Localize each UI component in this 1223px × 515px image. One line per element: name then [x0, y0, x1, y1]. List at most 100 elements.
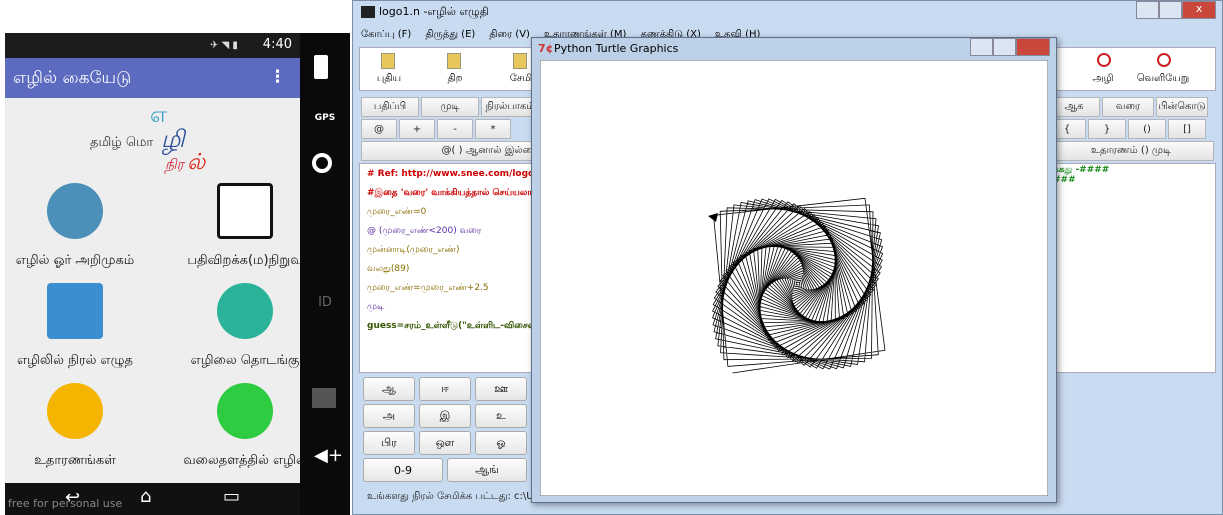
- op-button[interactable]: (): [1128, 119, 1166, 139]
- logo-zhi: ழி: [161, 125, 185, 153]
- op-button[interactable]: }: [1088, 119, 1126, 139]
- app-icon[interactable]: [217, 183, 273, 239]
- app-item-label[interactable]: எழில் ஓர் அறிமுகம்: [15, 253, 135, 268]
- key[interactable]: ஆங்: [447, 458, 527, 482]
- app-item-label[interactable]: எழிலை தொடங்கு: [190, 353, 300, 368]
- gps-label[interactable]: GPS: [314, 113, 336, 123]
- menu-item[interactable]: திரை (V): [489, 29, 530, 40]
- minimize[interactable]: [1136, 1, 1160, 19]
- key[interactable]: இ: [419, 404, 471, 428]
- status-icons: ✈ ◥ ▮: [210, 40, 238, 51]
- turtle-window: 7¢ Python Turtle Graphics: [531, 37, 1057, 503]
- key[interactable]: ஊ: [475, 377, 527, 401]
- tool-label[interactable]: அழி: [1092, 73, 1114, 84]
- menu-item[interactable]: உதாரணங்கள் (M): [543, 29, 627, 40]
- maximize[interactable]: [1159, 1, 1183, 19]
- op-button[interactable]: +: [399, 119, 435, 139]
- key[interactable]: ஈ: [419, 377, 471, 401]
- logo-e: எ: [150, 103, 168, 128]
- window-title: logo1.n -எழில் எழுதி: [379, 5, 489, 18]
- minimize[interactable]: [970, 38, 994, 56]
- op-button[interactable]: []: [1168, 119, 1206, 139]
- battery-icon: [314, 55, 328, 79]
- code-line: க்கது -####: [1053, 165, 1110, 175]
- volume-icon[interactable]: ◀+: [314, 445, 343, 466]
- code-line: முரை_எண்=முரை_எண்+2.5: [367, 283, 489, 293]
- key[interactable]: ஆ: [363, 377, 415, 401]
- key[interactable]: ஔ: [419, 431, 471, 455]
- home-button[interactable]: ⌂: [140, 486, 152, 507]
- maximize[interactable]: [993, 38, 1017, 56]
- op-button[interactable]: உதாரணம் () முடி: [1048, 141, 1214, 161]
- phone-screen: 4:40 ✈ ◥ ▮ எழில் கையேடு ⋮ எ தமிழ் மொ ழி …: [5, 33, 307, 515]
- turtle-title: Python Turtle Graphics: [554, 42, 679, 55]
- op-button[interactable]: @: [361, 119, 397, 139]
- emulator-panel: GPS ID ◀+: [300, 33, 350, 515]
- app-icon[interactable]: [47, 183, 103, 239]
- python-icon: 7¢: [538, 42, 554, 55]
- key[interactable]: பிர: [363, 431, 415, 455]
- app-icon[interactable]: [47, 283, 103, 339]
- tool-label[interactable]: திற: [447, 73, 463, 84]
- app-item-label[interactable]: பதிவிறக்க(ம)நிறுவ: [187, 253, 303, 268]
- tool-icon[interactable]: [513, 53, 527, 69]
- app-title: எழில் கையேடு: [13, 68, 132, 88]
- tool-icon[interactable]: [1157, 53, 1171, 67]
- code-line: முன்னாடி(முரை_எண்): [367, 245, 460, 255]
- tool-icon[interactable]: [447, 53, 461, 69]
- code-line: @ (முரை_எண்<200) வரை: [367, 226, 482, 236]
- status-bar: 4:40 ✈ ◥ ▮: [5, 33, 300, 58]
- menu-item[interactable]: கணக்கிடு (X): [640, 29, 701, 40]
- camera-icon[interactable]: [312, 153, 332, 173]
- code-line: ###: [1053, 175, 1076, 185]
- app-icon: [361, 6, 375, 18]
- op-button[interactable]: முடி: [421, 97, 479, 117]
- recents-button[interactable]: ▭: [223, 486, 241, 507]
- menu-item[interactable]: உதவி (H): [714, 29, 761, 40]
- close[interactable]: x: [1182, 1, 1216, 19]
- id-label[interactable]: ID: [318, 295, 332, 310]
- logo-niral: நிர: [165, 157, 184, 173]
- code-line: #இதை 'வரை' வாக்கியத்தால் செய்யலாம்: [367, 188, 540, 198]
- app-item-label[interactable]: உதாரணங்கள்: [34, 453, 116, 468]
- spiral-drawing: [711, 197, 886, 374]
- app-icon[interactable]: [217, 383, 273, 439]
- key[interactable]: ஓ: [475, 431, 527, 455]
- key[interactable]: உ: [475, 404, 527, 428]
- menu-item[interactable]: கோப்பு (F): [361, 29, 412, 40]
- app-item-label[interactable]: வலைதளத்தில் எழில்: [183, 453, 307, 468]
- logo-tamil: தமிழ் மொ: [90, 135, 154, 150]
- tool-label[interactable]: புதிய: [376, 73, 402, 84]
- key[interactable]: அ: [363, 404, 415, 428]
- op-button[interactable]: *: [475, 119, 511, 139]
- code-line: முடி: [367, 302, 385, 312]
- app-bar: எழில் கையேடு ⋮: [5, 58, 300, 98]
- tool-label[interactable]: வெளியேறு: [1136, 73, 1190, 84]
- watermark: free for personal use: [8, 497, 123, 510]
- window-controls: x: [1136, 1, 1216, 19]
- app-icon[interactable]: [217, 283, 273, 339]
- op-button[interactable]: வரை: [1102, 97, 1154, 117]
- tool-icon[interactable]: [381, 53, 395, 69]
- app-item-label[interactable]: எழிலில் நிரல் எழுத: [16, 353, 133, 368]
- overflow-menu[interactable]: ⋮: [269, 67, 286, 87]
- key[interactable]: 0-9: [363, 458, 443, 482]
- tool-label[interactable]: சேமி: [509, 73, 533, 84]
- logo-l: ல்: [187, 150, 206, 175]
- app-icon[interactable]: [47, 383, 103, 439]
- turtle-canvas: [540, 60, 1048, 496]
- op-button[interactable]: -: [437, 119, 473, 139]
- sms-icon[interactable]: [312, 388, 336, 408]
- turtle-controls: [970, 38, 1050, 56]
- close[interactable]: [1016, 38, 1050, 56]
- back-button[interactable]: ↩: [65, 487, 81, 508]
- menu-item[interactable]: திருத்து (E): [425, 29, 476, 40]
- status-time: 4:40: [262, 37, 292, 52]
- code-line: # Ref: http://www.snee.com/logo/logo: [367, 169, 560, 179]
- code-line: வலது(89): [367, 264, 410, 274]
- tool-icon[interactable]: [1097, 53, 1111, 67]
- op-button[interactable]: பின்கொடு: [1156, 97, 1208, 117]
- nav-bar: free for personal use ↩ ⌂ ▭: [5, 483, 300, 515]
- op-button[interactable]: பதிப்பி: [361, 97, 419, 117]
